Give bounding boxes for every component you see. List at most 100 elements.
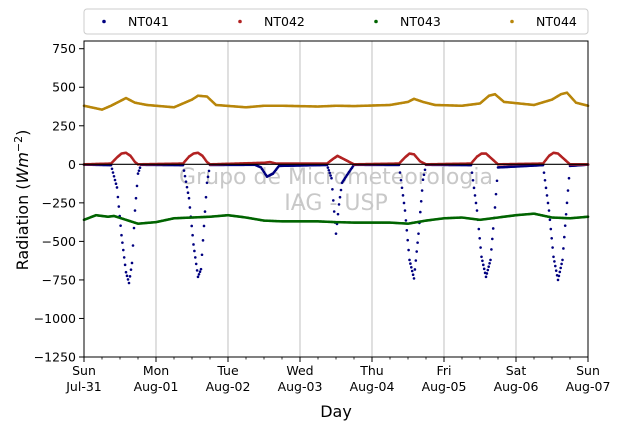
data-point (549, 227, 553, 231)
data-point (194, 262, 198, 266)
data-point (199, 267, 203, 271)
data-point (550, 237, 553, 240)
data-point (408, 258, 411, 262)
data-point (548, 218, 552, 222)
data-point (193, 249, 196, 253)
data-point (409, 262, 412, 265)
data-point (553, 260, 556, 263)
data-point (122, 256, 126, 259)
data-point (198, 270, 202, 274)
x-tick-label: Aug-01 (134, 379, 179, 394)
data-point (137, 169, 141, 172)
data-point (183, 174, 187, 178)
data-point (482, 263, 485, 267)
data-point (129, 268, 133, 271)
data-point (563, 224, 567, 227)
data-point (204, 195, 208, 199)
data-point (490, 248, 493, 251)
data-point (564, 212, 568, 216)
x-tick-label: Aug-02 (206, 379, 251, 394)
data-point (194, 256, 197, 259)
data-point (489, 258, 492, 262)
legend-items: NT041 NT042 NT043 NT044 (102, 14, 577, 29)
data-point (545, 194, 549, 197)
data-point (330, 176, 333, 180)
data-point (136, 172, 140, 175)
data-point (134, 196, 138, 200)
data-point (327, 168, 331, 172)
data-point (331, 187, 334, 191)
data-point (116, 195, 120, 199)
data-point (415, 250, 419, 253)
data-point (420, 189, 424, 192)
data-point (207, 169, 211, 173)
data-point (481, 259, 484, 263)
legend-box (83, 8, 589, 35)
data-point (202, 224, 206, 228)
y-axis-label-exponent: −2 (12, 136, 25, 152)
data-point (200, 253, 204, 257)
data-point (542, 171, 546, 174)
data-point (566, 189, 570, 192)
data-point (558, 270, 562, 274)
data-point (133, 209, 137, 212)
data-point (413, 268, 417, 271)
x-tick-label: Aug-05 (422, 379, 467, 394)
y-axis-label-open-paren: ( (13, 183, 32, 194)
data-point (547, 209, 551, 212)
data-point (128, 275, 132, 278)
data-point (561, 258, 564, 262)
data-point (334, 232, 338, 235)
data-point (475, 209, 479, 212)
legend-marker-NT044 (510, 19, 514, 24)
x-tick-day: Sat (506, 363, 527, 378)
data-point (135, 184, 139, 188)
x-tick-day: Sun (72, 363, 96, 378)
legend-marker-NT041 (102, 19, 106, 24)
x-tick-day: Thu (359, 363, 383, 378)
x-tick-label: Jul-31 (65, 379, 102, 394)
data-point (328, 171, 332, 175)
data-point (421, 178, 425, 182)
watermark-line-2: IAG - USP (284, 191, 387, 216)
series-NT044 (82, 91, 590, 111)
data-point (203, 210, 207, 213)
data-point (410, 265, 413, 269)
data-point (486, 268, 490, 272)
legend: NT041 NT042 NT043 NT044 (83, 8, 589, 35)
y-tick-label: −750 (42, 272, 76, 287)
data-point (493, 206, 497, 209)
legend-marker-NT042 (238, 19, 242, 24)
data-point (130, 261, 134, 265)
y-axis-label-close-paren: ) (13, 130, 32, 136)
data-point (206, 175, 210, 179)
y-tick-label: −1000 (34, 311, 76, 326)
data-point (544, 186, 548, 190)
data-point (479, 246, 482, 249)
data-point (121, 241, 124, 244)
data-point (336, 212, 340, 216)
data-point (326, 166, 330, 169)
data-point (472, 186, 476, 190)
y-tick-label: −500 (42, 234, 76, 249)
data-point (470, 171, 474, 174)
data-point (404, 219, 408, 222)
x-tick-label: Aug-03 (278, 379, 323, 394)
data-point (187, 196, 191, 200)
y-tick-label: 250 (52, 118, 76, 133)
data-point (554, 269, 558, 272)
data-point (554, 264, 557, 268)
data-point (399, 178, 403, 182)
legend-label-NT042: NT042 (264, 14, 305, 29)
data-point (473, 194, 477, 197)
data-point (111, 171, 115, 174)
data-point (482, 267, 486, 271)
data-point (567, 176, 571, 180)
y-axis-label-main: Radiation (13, 195, 32, 271)
data-point (117, 205, 121, 208)
data-point (185, 185, 189, 189)
series-NT043 (82, 212, 590, 225)
data-point (115, 186, 119, 189)
data-point (543, 178, 547, 182)
